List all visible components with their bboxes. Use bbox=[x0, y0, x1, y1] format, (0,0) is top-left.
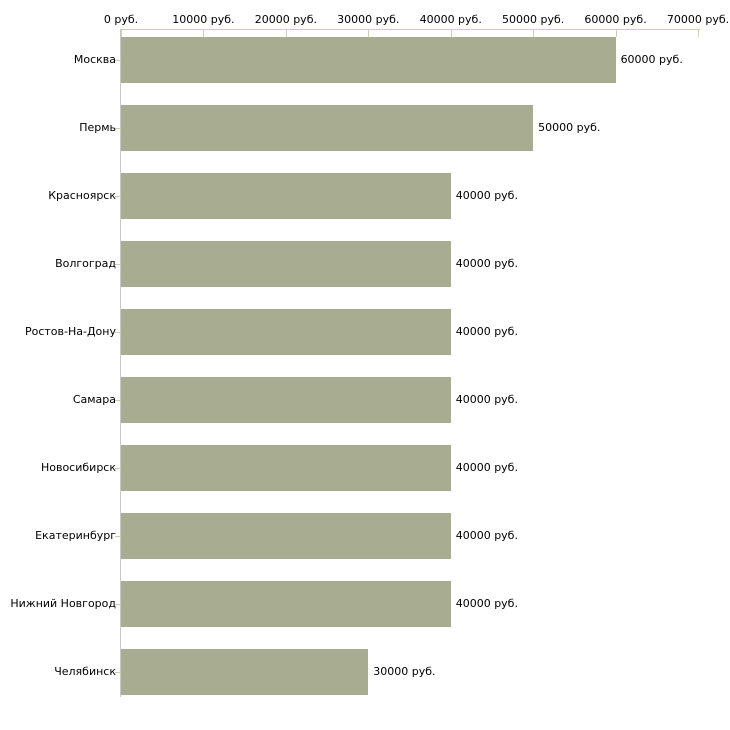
bar-5 bbox=[121, 309, 451, 355]
category-axis-tick bbox=[115, 128, 121, 129]
x-axis-tick-label: 60000 руб. bbox=[584, 13, 647, 26]
x-axis-tick bbox=[615, 30, 617, 37]
value-label: 40000 руб. bbox=[455, 257, 518, 270]
bar-9 bbox=[121, 581, 451, 627]
category-label: Волгоград bbox=[55, 257, 116, 270]
bar-2 bbox=[121, 105, 534, 151]
x-axis-tick-label: 40000 руб. bbox=[419, 13, 482, 26]
value-label: 40000 руб. bbox=[455, 597, 518, 610]
x-axis-tick-label: 20000 руб. bbox=[254, 13, 317, 26]
value-label: 30000 руб. bbox=[373, 665, 436, 678]
category-axis-tick bbox=[115, 196, 121, 197]
x-axis-tick-label: 30000 руб. bbox=[337, 13, 400, 26]
category-label: Ростов-На-Дону bbox=[24, 325, 116, 338]
x-axis-tick-label: 0 руб. bbox=[103, 13, 139, 26]
bar-10 bbox=[121, 649, 369, 695]
category-label: Екатеринбург bbox=[35, 529, 116, 542]
category-axis-tick bbox=[115, 468, 121, 469]
value-label: 50000 руб. bbox=[538, 121, 601, 134]
value-label: 40000 руб. bbox=[455, 325, 518, 338]
category-axis-tick bbox=[115, 60, 121, 61]
category-axis-tick bbox=[115, 264, 121, 265]
bar-7 bbox=[121, 445, 451, 491]
value-label: 40000 руб. bbox=[455, 461, 518, 474]
category-label: Нижний Новгород bbox=[10, 597, 116, 610]
bar-3 bbox=[121, 173, 451, 219]
x-axis-line bbox=[121, 29, 700, 30]
x-axis-tick bbox=[368, 30, 370, 37]
x-axis-tick-label: 50000 руб. bbox=[502, 13, 565, 26]
x-axis-tick-label: 10000 руб. bbox=[172, 13, 235, 26]
x-axis-tick bbox=[203, 30, 205, 37]
value-label: 60000 руб. bbox=[620, 53, 683, 66]
value-label: 40000 руб. bbox=[455, 393, 518, 406]
x-axis-tick bbox=[285, 30, 287, 37]
value-label: 40000 руб. bbox=[455, 189, 518, 202]
bar-1 bbox=[121, 37, 616, 83]
x-axis-tick bbox=[533, 30, 535, 37]
category-label: Новосибирск bbox=[40, 461, 116, 474]
x-axis-tick bbox=[698, 30, 699, 37]
category-axis-tick bbox=[115, 536, 121, 537]
category-label: Красноярск bbox=[48, 189, 116, 202]
bar-4 bbox=[121, 241, 451, 287]
y-axis-line bbox=[120, 29, 121, 697]
bar-6 bbox=[121, 377, 451, 423]
category-label: Москва bbox=[73, 53, 116, 66]
category-label: Пермь bbox=[79, 121, 116, 134]
category-label: Самара bbox=[72, 393, 116, 406]
x-axis-tick bbox=[121, 30, 122, 37]
category-axis-tick bbox=[115, 332, 121, 333]
category-axis-tick bbox=[115, 672, 121, 673]
x-axis-tick bbox=[450, 30, 452, 37]
bar-8 bbox=[121, 513, 451, 559]
plot-area: 0 руб. 10000 руб. 20000 руб. 30000 руб. 4000… bbox=[10, 13, 729, 697]
category-axis-tick bbox=[115, 604, 121, 605]
x-axis-tick-label: 70000 руб. bbox=[666, 13, 730, 26]
category-label: Челябинск bbox=[54, 665, 116, 678]
value-label: 40000 руб. bbox=[455, 529, 518, 542]
category-axis-tick bbox=[115, 400, 121, 401]
